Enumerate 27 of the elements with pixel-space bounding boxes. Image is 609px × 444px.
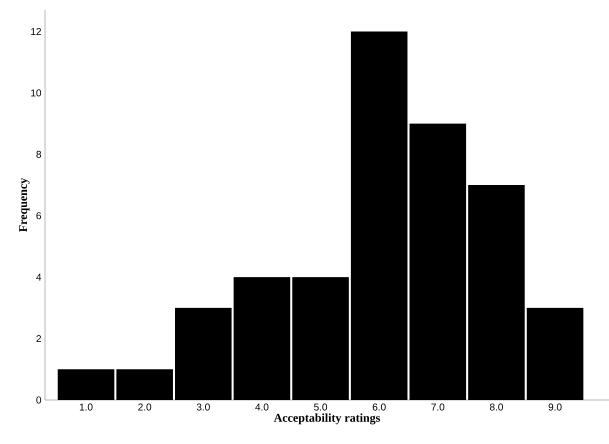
y-axis-title: Frequency: [19, 178, 30, 232]
bar: [526, 308, 584, 400]
x-tick-label: 6.0: [372, 404, 386, 411]
y-tick-label: 8: [36, 150, 42, 158]
x-tick-label: 2.0: [138, 404, 152, 411]
bar: [234, 277, 290, 400]
bar: [58, 369, 114, 400]
x-tick-label: 4.0: [255, 404, 268, 411]
x-tick-label: 3.0: [196, 404, 210, 411]
x-tick-label: 7.0: [431, 404, 444, 411]
y-tick-label: 12: [31, 28, 41, 35]
y-tick-label: 6: [36, 212, 42, 220]
y-tick-label: 0: [36, 396, 42, 404]
x-tick-label: 5.0: [314, 404, 328, 411]
x-tick-label: 9.0: [548, 404, 562, 411]
bar: [116, 369, 173, 400]
y-tick-label: 2: [36, 335, 41, 342]
bar: [292, 277, 349, 400]
y-tick-label: 10: [31, 89, 42, 96]
bar: [468, 185, 525, 400]
bar: [350, 31, 408, 400]
bar: [410, 124, 466, 400]
x-axis-title: Acceptability ratings: [274, 413, 380, 424]
bar: [175, 308, 232, 400]
x-tick-label: 1.0: [80, 404, 93, 411]
y-tick-label: 4: [36, 274, 42, 281]
x-tick-label: 8.0: [490, 404, 503, 411]
